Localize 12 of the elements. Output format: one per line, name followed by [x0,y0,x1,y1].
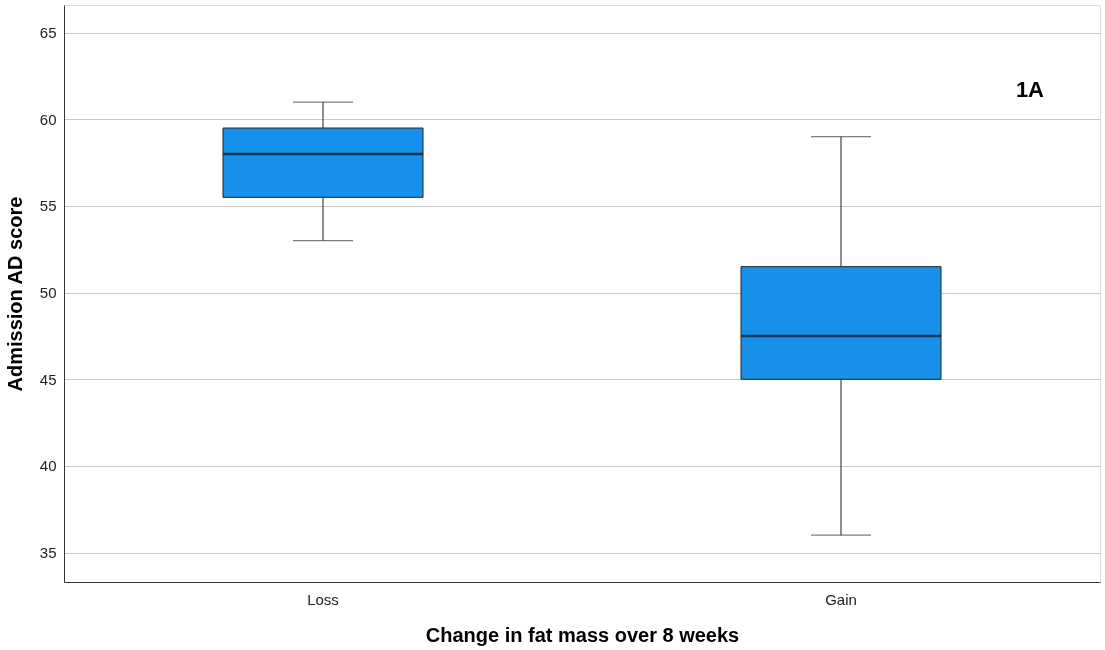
y-tick-label: 35 [39,544,57,562]
y-tick-label: 40 [39,457,57,475]
y-tick-label: 65 [39,24,57,42]
y-axis-title: Admission AD score [3,196,26,392]
y-tick-label: 45 [39,370,57,388]
x-tick-label: Loss [307,590,339,608]
x-axis-title: Change in fat mass over 8 weeks [425,623,740,646]
x-tick-label: Gain [825,590,857,608]
y-tick-label: 55 [39,197,57,215]
annotation: 1A [1015,77,1045,102]
y-tick-label: 60 [39,110,57,128]
y-tick-label: 50 [39,284,57,302]
